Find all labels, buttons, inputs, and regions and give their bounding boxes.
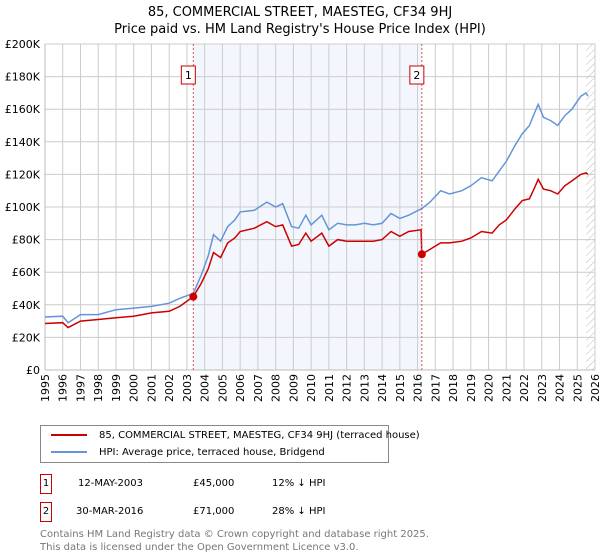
x-tick-label: 2005 — [216, 374, 229, 402]
footer-line: This data is licensed under the Open Gov… — [40, 542, 359, 553]
legend-swatch-blue — [51, 451, 87, 453]
x-tick-label: 2008 — [270, 374, 283, 402]
footer: Contains HM Land Registry data © Crown c… — [40, 528, 429, 554]
sale-label-box — [409, 65, 425, 85]
legend: 85, COMMERCIAL STREET, MAESTEG, CF34 9HJ… — [40, 425, 420, 463]
y-tick-label: £100K — [5, 201, 41, 214]
chart-title: 85, COMMERCIAL STREET, MAESTEG, CF34 9HJ… — [0, 4, 600, 38]
legend-item-hpi: HPI: Average price, terraced house, Brid… — [51, 445, 325, 461]
x-tick-label: 2024 — [554, 374, 567, 402]
x-tick-label: 2022 — [518, 374, 531, 402]
transaction-delta: 28% ↓ HPI — [272, 506, 326, 517]
y-tick-label: £0 — [26, 364, 40, 377]
legend-label: 85, COMMERCIAL STREET, MAESTEG, CF34 9HJ… — [99, 430, 420, 441]
x-tick-label: 2025 — [571, 374, 584, 402]
x-tick-label: 2026 — [589, 374, 600, 402]
y-tick-label: £40K — [12, 299, 41, 312]
subtitle-line: Price paid vs. HM Land Registry's House … — [114, 22, 486, 37]
legend-label: HPI: Average price, terraced house, Brid… — [99, 447, 325, 458]
x-tick-label: 2009 — [287, 374, 300, 402]
x-tick-label: 2011 — [323, 374, 336, 402]
transaction-row: 1 12-MAY-2003 £45,000 12% ↓ HPI — [40, 474, 440, 494]
legend-item-property: 85, COMMERCIAL STREET, MAESTEG, CF34 9HJ… — [51, 428, 420, 444]
y-tick-label: £60K — [12, 266, 41, 279]
sale-label: 1 — [185, 69, 192, 82]
x-tick-label: 2013 — [358, 374, 371, 402]
x-tick-label: 2004 — [199, 374, 212, 402]
x-tick-label: 2021 — [500, 374, 513, 402]
x-tick-label: 2007 — [252, 374, 265, 402]
legend-swatch-red — [51, 434, 87, 436]
x-tick-label: 2014 — [376, 374, 389, 402]
y-tick-label: £120K — [5, 168, 41, 181]
x-tick-label: 2020 — [483, 374, 496, 402]
sale-label: 2 — [413, 69, 420, 82]
x-tick-label: 2023 — [536, 374, 549, 402]
x-tick-label: 2017 — [429, 374, 442, 402]
transaction-number: 2 — [40, 502, 52, 522]
y-tick-label: £180K — [5, 71, 41, 84]
x-tick-label: 2019 — [465, 374, 478, 402]
transaction-price: £45,000 — [193, 478, 235, 489]
transaction-row: 2 30-MAR-2016 £71,000 28% ↓ HPI — [40, 502, 440, 522]
y-tick-label: £140K — [5, 136, 41, 149]
x-tick-label: 2016 — [412, 374, 425, 402]
sale-point — [417, 250, 426, 259]
price-chart: 1995 1996 1997 1998 1999 2000 2001 2002 2003 2004… — [5, 38, 600, 402]
transaction-price: £71,000 — [193, 506, 235, 517]
x-tick-label: 1998 — [92, 374, 105, 402]
x-tick-label: 2010 — [305, 374, 318, 402]
x-tick-label: 2012 — [341, 374, 354, 402]
transaction-delta: 12% ↓ HPI — [272, 478, 326, 489]
x-tick-label: 1996 — [57, 374, 70, 402]
transaction-date: 12-MAY-2003 — [78, 478, 144, 489]
y-tick-label: £20K — [12, 331, 41, 344]
y-tick-label: £160K — [5, 103, 41, 116]
title-line: 85, COMMERCIAL STREET, MAESTEG, CF34 9HJ — [147, 5, 453, 20]
x-tick-label: 2002 — [163, 374, 176, 402]
x-tick-label: 2001 — [145, 374, 158, 402]
x-tick-label: 1999 — [110, 374, 123, 402]
footer-line: Contains HM Land Registry data © Crown c… — [40, 529, 429, 540]
y-tick-label: £80K — [12, 234, 41, 247]
transaction-number: 1 — [40, 474, 52, 494]
sale-point — [189, 292, 198, 301]
x-tick-label: 2018 — [447, 374, 460, 402]
sale-label-box — [180, 65, 196, 85]
x-tick-label: 2000 — [128, 374, 141, 402]
x-tick-label: 1995 — [39, 374, 52, 402]
transaction-date: 30-MAR-2016 — [76, 506, 144, 517]
x-tick-label: 2015 — [394, 374, 407, 402]
x-tick-label: 2006 — [234, 374, 247, 402]
y-tick-label: £200K — [5, 38, 41, 51]
x-tick-label: 1997 — [74, 374, 87, 402]
x-tick-label: 2003 — [181, 374, 194, 402]
